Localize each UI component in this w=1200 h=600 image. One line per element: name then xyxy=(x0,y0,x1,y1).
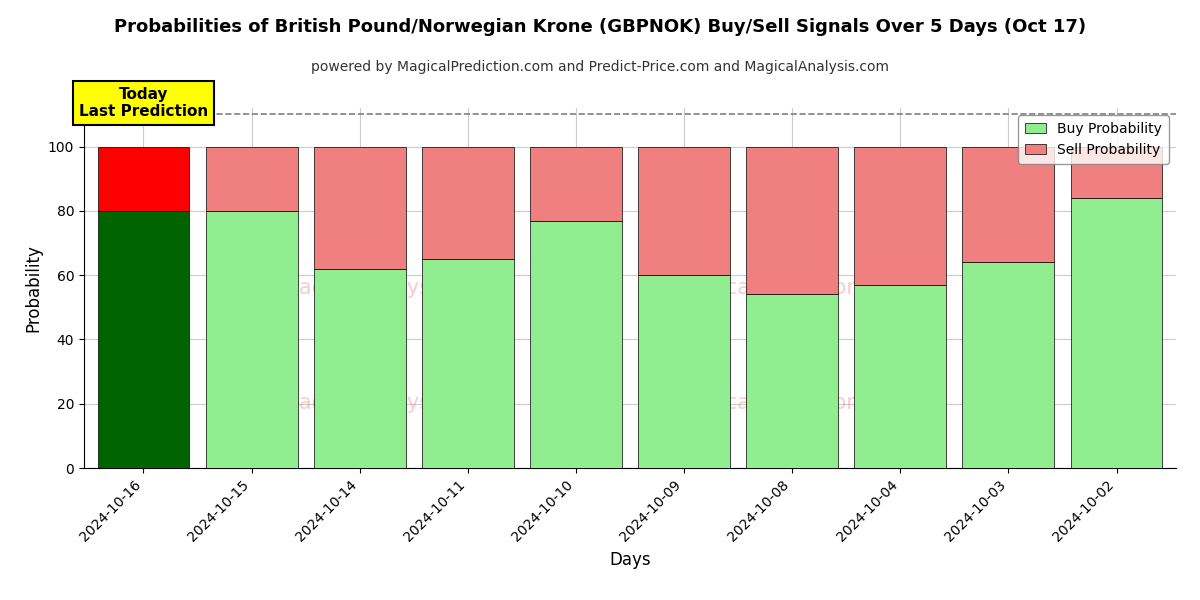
Bar xyxy=(530,221,622,468)
Bar xyxy=(1070,198,1163,468)
Bar xyxy=(854,285,947,468)
Bar xyxy=(97,211,190,468)
Bar xyxy=(962,146,1055,262)
Bar xyxy=(422,259,514,468)
Text: MagicalPrediction.com: MagicalPrediction.com xyxy=(677,278,911,298)
Legend: Buy Probability, Sell Probability: Buy Probability, Sell Probability xyxy=(1019,115,1169,164)
Bar xyxy=(638,275,730,468)
Bar xyxy=(205,211,298,468)
Text: MagicalPrediction.com: MagicalPrediction.com xyxy=(677,393,911,413)
Bar xyxy=(638,146,730,275)
Text: MagicalAnalysis.com: MagicalAnalysis.com xyxy=(281,278,498,298)
Bar xyxy=(746,295,838,468)
Bar xyxy=(313,146,406,269)
Bar xyxy=(1070,146,1163,198)
Text: powered by MagicalPrediction.com and Predict-Price.com and MagicalAnalysis.com: powered by MagicalPrediction.com and Pre… xyxy=(311,60,889,74)
Y-axis label: Probability: Probability xyxy=(24,244,42,332)
Bar xyxy=(746,146,838,295)
Bar xyxy=(313,269,406,468)
Bar xyxy=(854,146,947,285)
X-axis label: Days: Days xyxy=(610,551,650,569)
Bar xyxy=(205,146,298,211)
Bar xyxy=(422,146,514,259)
Bar xyxy=(962,262,1055,468)
Bar xyxy=(97,146,190,211)
Bar xyxy=(530,146,622,221)
Text: Probabilities of British Pound/Norwegian Krone (GBPNOK) Buy/Sell Signals Over 5 : Probabilities of British Pound/Norwegian… xyxy=(114,18,1086,36)
Text: Today
Last Prediction: Today Last Prediction xyxy=(79,87,208,119)
Text: MagicalAnalysis.com: MagicalAnalysis.com xyxy=(281,393,498,413)
